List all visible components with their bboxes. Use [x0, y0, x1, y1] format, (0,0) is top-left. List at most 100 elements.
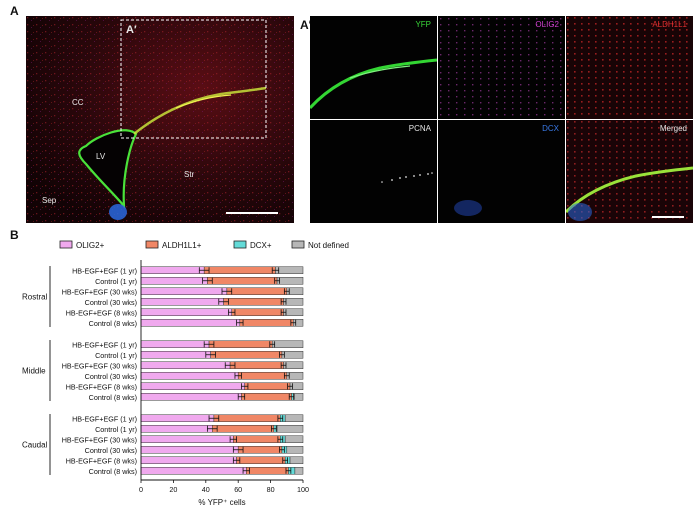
- bar-not-defined: [276, 277, 304, 285]
- inset-label: A′: [126, 24, 137, 36]
- bar-aldh1l1: [237, 372, 288, 380]
- tile-aldh1l1: ALDH1L1: [566, 16, 693, 119]
- chart-groups: Rostral Middle Caudal: [22, 266, 51, 475]
- chart-x-axis: 0 20 40 60 80 100 % YFP⁺ cells: [139, 260, 309, 507]
- tile-yfp: YFP: [310, 16, 437, 119]
- bar-aldh1l1: [213, 414, 281, 422]
- x-tick-label: 60: [234, 485, 242, 494]
- bar-aldh1l1: [231, 308, 284, 316]
- legend-swatch: [145, 240, 159, 249]
- bar-olig2: [140, 372, 239, 380]
- bar-aldh1l1: [233, 435, 281, 443]
- bar-olig2: [140, 308, 232, 316]
- legend-swatch: [291, 240, 305, 249]
- stacked-bar-chart: OLIG2+ ALDH1L1+ DCX+ Not defined Rostral Mid…: [22, 240, 349, 507]
- bar-aldh1l1: [212, 425, 275, 433]
- row-label: Control (30 wks): [85, 372, 137, 381]
- bar-not-defined: [294, 467, 304, 475]
- bar-olig2: [140, 277, 208, 285]
- bar-not-defined: [283, 308, 304, 316]
- bar-not-defined: [271, 340, 304, 348]
- legend-label: ALDH1L1+: [162, 241, 202, 250]
- chart-bars: HB-EGF+EGF (1 yr)Control (1 yr)HB-EGF+EG…: [62, 266, 304, 476]
- bar-aldh1l1: [208, 340, 273, 348]
- tile-label-aldh1l1: ALDH1L1: [652, 20, 687, 29]
- bar-olig2: [140, 435, 234, 443]
- label-lv: LV: [96, 152, 106, 161]
- group-label: Middle: [22, 367, 46, 376]
- tile-label-dcx: DCX: [542, 124, 559, 133]
- panel-a-micrograph: A′ CC LV Str Sep: [26, 16, 294, 223]
- group-label: Caudal: [22, 441, 48, 450]
- tile-olig2: OLIG2: [438, 16, 565, 119]
- group-label: Rostral: [22, 293, 48, 302]
- bar-not-defined: [281, 351, 304, 359]
- row-label: Control (1 yr): [95, 351, 137, 360]
- x-tick-label: 20: [169, 485, 177, 494]
- legend-label: DCX+: [250, 241, 272, 250]
- tile-dcx: DCX: [438, 120, 565, 223]
- legend-swatch: [59, 240, 73, 249]
- bar-aldh1l1: [223, 298, 284, 306]
- tile-merged: Merged: [566, 120, 693, 223]
- legend-label: OLIG2+: [76, 241, 105, 250]
- legend-swatch: [233, 240, 247, 249]
- bar-olig2: [140, 393, 242, 401]
- row-label: HB-EGF+EGF (30 wks): [62, 435, 137, 444]
- scale-bar-merged: [652, 216, 684, 218]
- bar-aldh1l1: [226, 287, 288, 295]
- bar-not-defined: [276, 425, 304, 433]
- row-label: Control (8 wks): [89, 467, 137, 476]
- bar-olig2: [140, 414, 215, 422]
- tile-label-merged: Merged: [659, 124, 687, 133]
- row-label: HB-EGF+EGF (1 yr): [72, 414, 137, 423]
- tile-label-pcna: PCNA: [408, 124, 431, 133]
- bar-not-defined: [283, 361, 304, 369]
- row-label: Control (1 yr): [95, 277, 137, 286]
- row-label: HB-EGF+EGF (1 yr): [72, 266, 137, 275]
- panel-a-letter: A: [10, 4, 19, 18]
- panel-a-prime-letter: A′: [300, 18, 312, 32]
- bar-aldh1l1: [239, 319, 294, 327]
- bar-olig2: [140, 298, 224, 306]
- bar-olig2: [140, 446, 239, 454]
- bar-not-defined: [289, 456, 304, 464]
- bar-not-defined: [286, 446, 304, 454]
- x-tick-label: 100: [297, 485, 309, 494]
- row-label: Control (1 yr): [95, 425, 137, 434]
- row-label: Control (30 wks): [85, 446, 137, 455]
- row-label: HB-EGF+EGF (30 wks): [62, 287, 137, 296]
- tile-pcna: PCNA: [310, 120, 437, 223]
- bar-aldh1l1: [237, 446, 283, 454]
- tile-label-olig2: OLIG2: [535, 20, 559, 29]
- bar-not-defined: [293, 393, 304, 401]
- bar-aldh1l1: [244, 382, 291, 390]
- row-label: HB-EGF+EGF (1 yr): [72, 340, 137, 349]
- chart-legend: OLIG2+ ALDH1L1+ DCX+ Not defined: [59, 240, 349, 250]
- bar-aldh1l1: [229, 361, 284, 369]
- bar-aldh1l1: [210, 351, 283, 359]
- bar-not-defined: [284, 435, 304, 443]
- bar-not-defined: [275, 266, 304, 274]
- x-tick-label: 40: [202, 485, 210, 494]
- bar-not-defined: [283, 298, 304, 306]
- row-label: Control (30 wks): [85, 298, 137, 307]
- bar-olig2: [140, 266, 205, 274]
- legend-label: Not defined: [308, 241, 349, 250]
- bar-olig2: [140, 382, 245, 390]
- bar-aldh1l1: [236, 456, 286, 464]
- label-cc: CC: [72, 98, 84, 107]
- panel-b-letter: B: [10, 228, 19, 242]
- x-tick-label: 80: [267, 485, 275, 494]
- row-label: HB-EGF+EGF (8 wks): [66, 308, 137, 317]
- label-str: Str: [184, 170, 195, 179]
- bar-olig2: [140, 351, 211, 359]
- bar-olig2: [140, 456, 237, 464]
- scale-bar: [226, 212, 278, 214]
- row-label: Control (8 wks): [89, 393, 137, 402]
- row-label: HB-EGF+EGF (30 wks): [62, 361, 137, 370]
- bar-aldh1l1: [246, 467, 289, 475]
- bar-olig2: [140, 319, 241, 327]
- bar-not-defined: [284, 414, 304, 422]
- bar-olig2: [140, 425, 213, 433]
